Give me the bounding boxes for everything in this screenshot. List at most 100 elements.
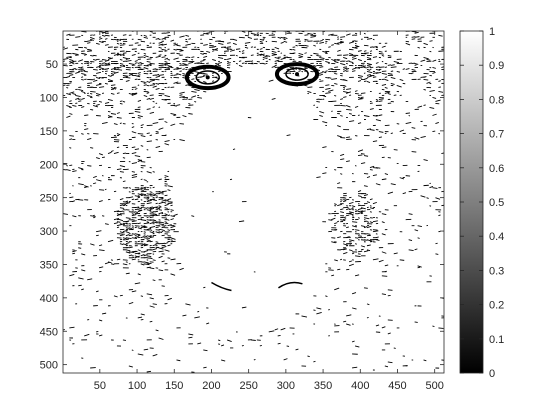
edge-pixel <box>164 242 169 245</box>
edge-pixel <box>319 66 324 68</box>
edge-pixel <box>378 131 384 133</box>
edge-pixel <box>334 210 337 213</box>
edge-pixel <box>164 203 169 207</box>
edge-pixel <box>357 74 364 77</box>
edge-pixel <box>363 220 368 223</box>
edge-pixel <box>414 64 417 66</box>
edge-pixel <box>69 138 73 140</box>
edge-pixel <box>295 44 298 47</box>
colorbar-tick-label: 0.4 <box>489 231 504 243</box>
edge-pixel <box>340 98 344 100</box>
edge-pixel <box>104 101 110 104</box>
edge-pixel <box>188 38 192 40</box>
edge-pixel <box>203 32 209 35</box>
edge-pixel <box>81 31 87 33</box>
edge-pixel <box>268 330 275 333</box>
edge-pixel <box>155 83 160 85</box>
edge-pixel <box>334 259 338 262</box>
edge-pixel <box>346 68 350 70</box>
edge-pixel <box>232 42 237 46</box>
edge-pixel <box>134 74 141 78</box>
edge-pixel <box>164 199 169 202</box>
edge-pixel <box>131 213 135 215</box>
edge-pixel <box>113 210 120 213</box>
edge-pixel <box>143 235 148 238</box>
edge-pixel <box>164 50 168 52</box>
edge-pixel <box>158 178 162 181</box>
edge-pixel <box>149 193 153 195</box>
edge-pixel <box>152 213 157 215</box>
x-tick-label: 100 <box>128 380 146 392</box>
edge-pixel <box>307 32 314 35</box>
edge-pixel <box>215 48 218 50</box>
edge-pixel <box>349 113 352 115</box>
edge-pixel <box>146 235 152 238</box>
edge-pixel <box>110 70 116 73</box>
edge-pixel <box>292 68 295 71</box>
edge-pixel <box>346 136 351 138</box>
edge-pixel <box>143 263 150 266</box>
edge-pixel <box>232 38 238 41</box>
edge-pixel <box>337 182 341 185</box>
edge-pixel <box>149 211 154 214</box>
edge-pixel <box>411 72 414 74</box>
edge-pixel <box>128 254 133 257</box>
edge-pixel <box>152 214 158 217</box>
edge-pixel <box>149 79 155 82</box>
right-eye-iris <box>285 67 309 81</box>
edge-pixel <box>226 339 232 343</box>
edge-pixel <box>298 60 302 63</box>
edge-pixel <box>95 76 101 80</box>
edge-pixel <box>363 239 368 241</box>
edge-pixel <box>259 48 263 50</box>
edge-pixel <box>188 336 193 339</box>
edge-pixel <box>63 64 68 67</box>
colorbar-tick-label: 1 <box>489 26 495 38</box>
edge-pixel <box>182 115 187 118</box>
edge-pixel <box>337 125 341 128</box>
y-tick-label: 350 <box>40 259 58 271</box>
edge-pixel <box>72 170 77 173</box>
edge-pixel <box>125 238 130 241</box>
edge-pixel <box>360 212 364 215</box>
edge-pixel <box>146 199 150 201</box>
edge-pixel <box>393 149 398 151</box>
axes-frame <box>62 30 445 374</box>
edge-pixel <box>185 43 191 46</box>
edge-pixel <box>170 258 176 261</box>
edge-pixel <box>348 41 355 44</box>
edge-pixel <box>84 333 90 337</box>
edge-pixel <box>435 253 439 255</box>
edge-pixel <box>366 244 371 247</box>
edge-pixel <box>352 366 358 369</box>
edge-pixel <box>98 101 103 103</box>
edge-pixel <box>328 46 331 48</box>
edge-pixel <box>322 70 327 74</box>
edge-pixel <box>101 34 106 37</box>
edge-pixel <box>164 32 170 34</box>
edge-pixel <box>104 261 110 265</box>
edge-pixel <box>72 200 76 203</box>
edge-pixel <box>411 127 416 129</box>
edge-pixel <box>396 123 400 125</box>
edge-pixel <box>143 66 149 70</box>
edge-pixel <box>185 64 189 66</box>
edge-pixel <box>170 239 173 241</box>
edge-pixel <box>69 91 75 94</box>
edge-pixel <box>224 50 229 52</box>
edge-pixel <box>414 321 418 323</box>
edge-pixel <box>182 72 186 75</box>
edge-pixel <box>423 76 427 78</box>
edge-pixel <box>381 72 387 75</box>
edge-pixel <box>351 307 357 310</box>
edge-pixel <box>185 98 189 100</box>
edge-pixel <box>152 219 157 222</box>
edge-pixel <box>325 76 330 79</box>
edge-pixel <box>161 62 167 66</box>
edge-pixel <box>161 43 167 46</box>
edge-pixel <box>81 69 86 72</box>
edge-pixel <box>104 188 107 191</box>
edge-pixel <box>122 101 126 103</box>
edge-pixel <box>116 42 120 45</box>
edge-pixel <box>146 207 153 210</box>
